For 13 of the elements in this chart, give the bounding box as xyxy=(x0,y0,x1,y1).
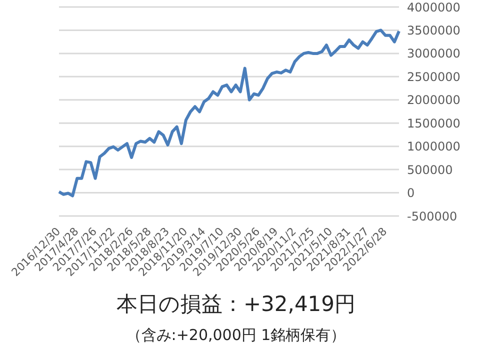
line-series xyxy=(58,28,400,198)
text: （含み:+20,000円 1銘柄保有） xyxy=(125,326,347,345)
y-tick-label: 1500000 xyxy=(407,116,460,130)
y-tick-label: 2500000 xyxy=(407,70,460,84)
y-tick-label: 4000000 xyxy=(407,0,460,14)
y-tick-label: 500000 xyxy=(407,162,453,177)
y-tick-label: 2000000 xyxy=(407,93,460,108)
y-tick-label: 0 xyxy=(407,186,415,200)
text: 本日の損益：+32,419円 xyxy=(115,291,357,318)
y-tick-label: 1000000 xyxy=(407,140,460,154)
y-tick-label: -500000 xyxy=(407,209,458,224)
y-tick-label: 3000000 xyxy=(407,46,460,61)
y-tick-label: 3500000 xyxy=(407,23,460,38)
